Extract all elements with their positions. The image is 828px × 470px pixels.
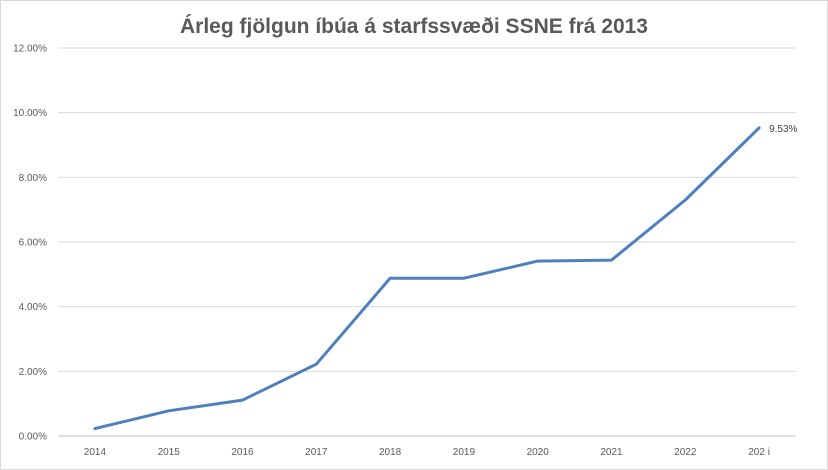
- series-line: [93, 126, 761, 431]
- y-tick-label: 6.00%: [19, 238, 47, 249]
- x-tick-label: 2018: [379, 447, 402, 458]
- y-tick-label: 10.00%: [13, 108, 47, 119]
- data-point: [610, 258, 613, 262]
- y-tick-label: 2.00%: [19, 367, 47, 378]
- y-tick-label: 0.00%: [19, 432, 47, 443]
- y-tick-label: 8.00%: [19, 173, 47, 184]
- data-point: [388, 277, 392, 280]
- x-tick-label: 2020: [527, 447, 550, 458]
- data-label: 9.53%: [769, 124, 797, 135]
- data-point: [241, 398, 244, 402]
- data-point: [315, 363, 318, 366]
- x-tick-label: 2014: [84, 447, 107, 458]
- x-tick-label: 2021: [600, 447, 623, 458]
- data-point: [684, 198, 687, 202]
- y-tick-label: 4.00%: [19, 302, 47, 313]
- x-tick-label: 2022: [674, 447, 697, 458]
- y-tick-label: 12.00%: [13, 44, 47, 55]
- x-tick-label: 2015: [158, 447, 181, 458]
- x-tick-label: 2019: [453, 447, 476, 458]
- data-point: [167, 409, 170, 412]
- data-point: [462, 277, 466, 280]
- x-tick-label: 202 i: [748, 447, 770, 458]
- data-point: [757, 126, 761, 130]
- chart-title: Árleg fjölgun íbúa á starfssvæði SSNE fr…: [180, 15, 648, 38]
- data-point: [536, 259, 539, 263]
- x-tick-label: 2016: [231, 447, 254, 458]
- data-point: [93, 427, 97, 430]
- x-tick-label: 2017: [305, 447, 328, 458]
